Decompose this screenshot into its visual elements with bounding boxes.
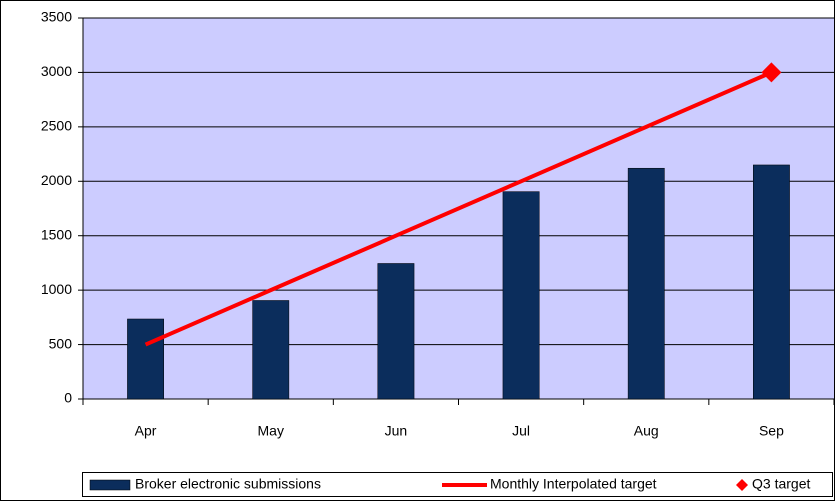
- bar: [502, 191, 540, 400]
- x-tick-label: Jul: [512, 423, 530, 439]
- y-tick-label: 2000: [41, 172, 72, 188]
- y-tick-label: 0: [64, 390, 72, 406]
- y-tick-label: 3000: [41, 63, 72, 79]
- point: [761, 62, 782, 83]
- y-tick-label: 1000: [41, 281, 72, 297]
- bar: [627, 167, 665, 400]
- y-tick-label: 3500: [41, 9, 72, 25]
- y-tick-label: 500: [49, 335, 73, 351]
- legend-label: Broker electronic submissions: [135, 476, 321, 492]
- legend-label: Q3 target: [752, 476, 810, 492]
- x-tick-label: Apr: [135, 423, 157, 439]
- y-tick-label: 1500: [41, 226, 72, 242]
- legend-swatch: [89, 479, 131, 491]
- x-tick-label: Jun: [385, 423, 408, 439]
- x-tick-label: May: [258, 423, 284, 439]
- y-tick-label: 2500: [41, 118, 72, 134]
- bar: [127, 318, 164, 400]
- legend-swatch: [736, 479, 748, 491]
- bar: [753, 164, 790, 400]
- bar: [377, 263, 415, 400]
- x-tick-label: Sep: [759, 423, 784, 439]
- bar: [252, 300, 290, 400]
- x-tick-label: Aug: [634, 423, 659, 439]
- legend-label: Monthly Interpolated target: [490, 476, 657, 492]
- line: [144, 70, 773, 347]
